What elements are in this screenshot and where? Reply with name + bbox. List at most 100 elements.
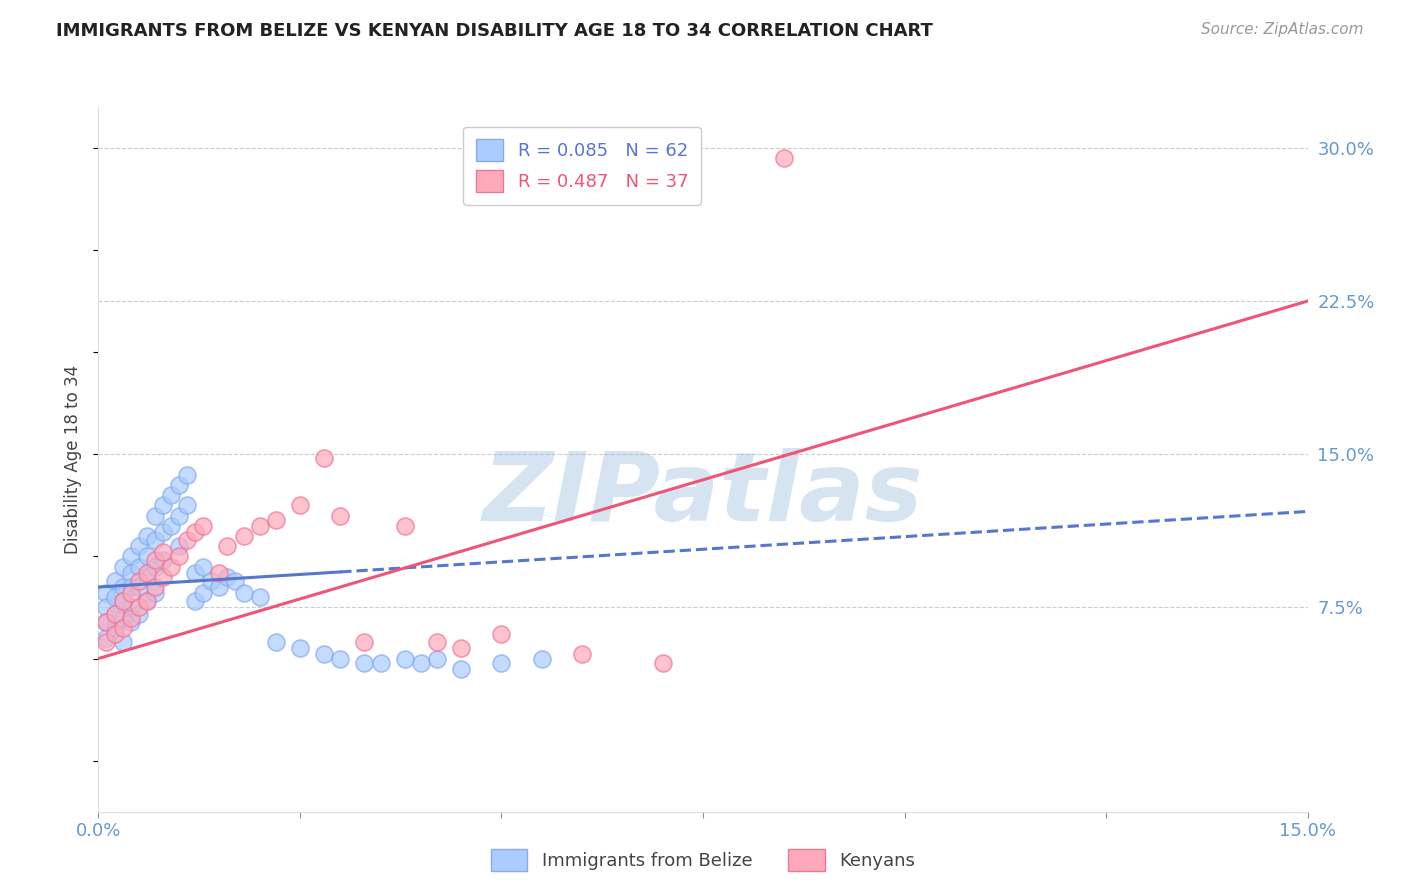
Point [103, 621, 125, 635]
Point [193, 586, 215, 600]
Point [96, 631, 118, 645]
Point [200, 574, 222, 588]
Point [193, 518, 215, 533]
Point [96, 615, 118, 629]
Point [128, 600, 150, 615]
Point [135, 570, 157, 584]
Point [329, 508, 352, 523]
Point [772, 151, 794, 165]
Point [135, 529, 157, 543]
Point [208, 566, 231, 580]
Point [96, 615, 118, 629]
Point [314, 451, 336, 466]
Text: IMMIGRANTS FROM BELIZE VS KENYAN DISABILITY AGE 18 TO 34 CORRELATION CHART: IMMIGRANTS FROM BELIZE VS KENYAN DISABIL… [56, 22, 934, 40]
Point [111, 580, 134, 594]
Point [176, 533, 198, 547]
Point [491, 656, 513, 670]
Point [120, 549, 142, 564]
Point [450, 662, 472, 676]
Point [651, 656, 673, 670]
Point [135, 594, 157, 608]
Point [143, 553, 166, 567]
Point [184, 594, 207, 608]
Point [249, 518, 271, 533]
Point [353, 635, 375, 649]
Point [96, 635, 118, 649]
Point [160, 488, 183, 502]
Legend: Immigrants from Belize, Kenyans: Immigrants from Belize, Kenyans [484, 842, 922, 879]
Point [143, 533, 166, 547]
Point [120, 600, 142, 615]
Point [103, 574, 125, 588]
Point [232, 529, 254, 543]
Point [135, 594, 157, 608]
Point [128, 607, 150, 621]
Point [152, 570, 174, 584]
Point [167, 549, 190, 564]
Point [96, 586, 118, 600]
Point [353, 656, 375, 670]
Point [120, 586, 142, 600]
Point [111, 594, 134, 608]
Point [329, 651, 352, 665]
Point [167, 478, 190, 492]
Point [120, 615, 142, 629]
Point [176, 467, 198, 482]
Y-axis label: Disability Age 18 to 34: Disability Age 18 to 34 [65, 365, 83, 554]
Point [288, 641, 311, 656]
Point [264, 513, 287, 527]
Point [160, 559, 183, 574]
Point [152, 545, 174, 559]
Point [128, 539, 150, 553]
Point [491, 627, 513, 641]
Point [370, 656, 392, 670]
Point [264, 635, 287, 649]
Point [394, 651, 416, 665]
Point [111, 635, 134, 649]
Point [160, 518, 183, 533]
Point [120, 566, 142, 580]
Point [128, 574, 150, 588]
Point [128, 559, 150, 574]
Point [571, 648, 593, 662]
Legend: R = 0.085   N = 62, R = 0.487   N = 37: R = 0.085 N = 62, R = 0.487 N = 37 [464, 127, 700, 205]
Point [103, 627, 125, 641]
Point [135, 566, 157, 580]
Point [249, 591, 271, 605]
Point [128, 580, 150, 594]
Point [193, 559, 215, 574]
Point [111, 610, 134, 624]
Point [409, 656, 432, 670]
Point [232, 586, 254, 600]
Point [176, 499, 198, 513]
Point [135, 549, 157, 564]
Point [167, 508, 190, 523]
Point [184, 524, 207, 539]
Text: Source: ZipAtlas.com: Source: ZipAtlas.com [1201, 22, 1364, 37]
Point [120, 610, 142, 624]
Point [224, 574, 246, 588]
Point [120, 580, 142, 594]
Point [314, 648, 336, 662]
Point [217, 539, 239, 553]
Point [152, 553, 174, 567]
Point [103, 607, 125, 621]
Point [152, 499, 174, 513]
Point [394, 518, 416, 533]
Point [111, 594, 134, 608]
Point [111, 559, 134, 574]
Text: ZIPatlas: ZIPatlas [482, 448, 924, 541]
Point [152, 524, 174, 539]
Point [143, 559, 166, 574]
Point [208, 580, 231, 594]
Point [143, 508, 166, 523]
Point [426, 651, 449, 665]
Point [143, 586, 166, 600]
Point [217, 570, 239, 584]
Point [288, 499, 311, 513]
Point [103, 607, 125, 621]
Point [143, 580, 166, 594]
Point [167, 539, 190, 553]
Point [103, 591, 125, 605]
Point [530, 651, 553, 665]
